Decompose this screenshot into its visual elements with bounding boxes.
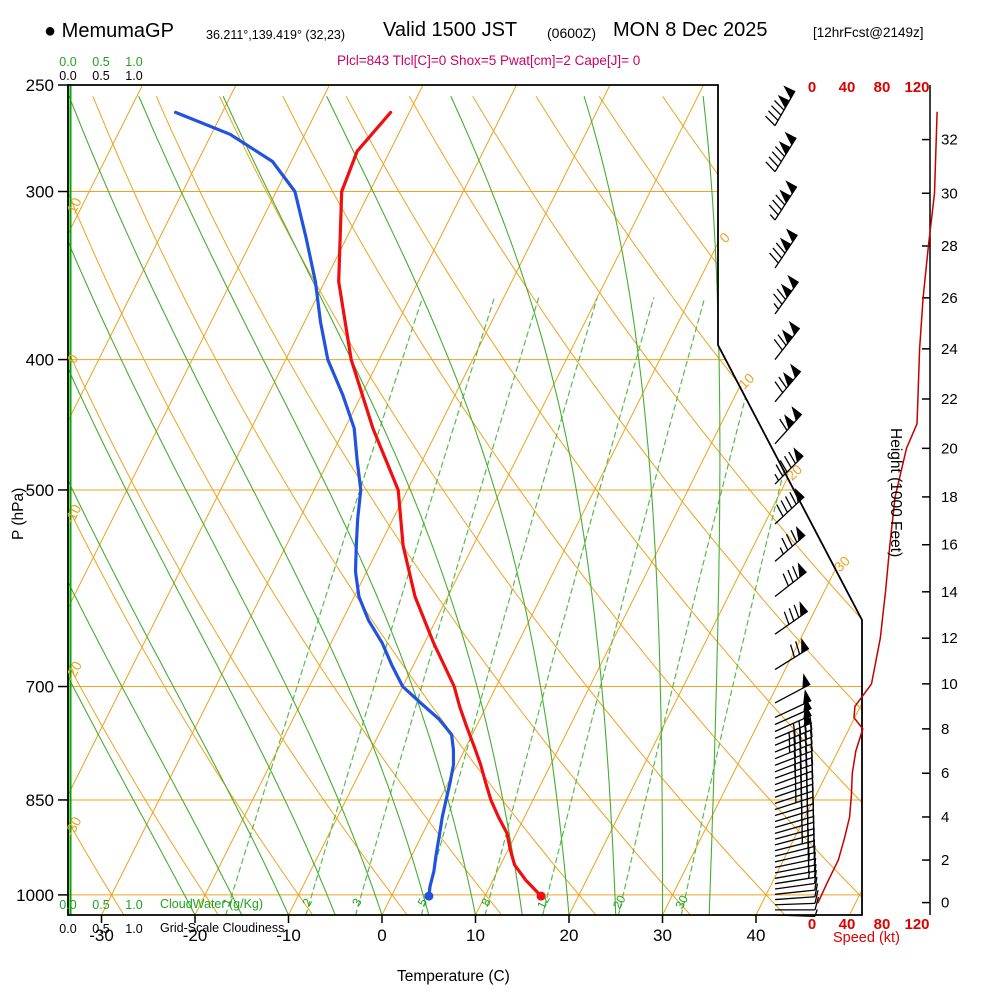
cloudiness-scale-tick: 0.5 [92, 922, 110, 936]
svg-text:-20: -20 [183, 926, 208, 945]
station-coords: 36.211°,139.419° (32,23) [206, 28, 346, 42]
surface-dewpoint-dot [424, 891, 434, 901]
plot-border [67, 84, 863, 916]
svg-text:80: 80 [874, 916, 891, 933]
svg-text:30: 30 [653, 926, 672, 945]
svg-text:2: 2 [941, 852, 949, 869]
svg-text:3: 3 [349, 896, 365, 909]
svg-text:-10: -10 [276, 926, 301, 945]
svg-text:1000: 1000 [16, 886, 54, 905]
wind-barbs [765, 85, 820, 918]
svg-text:20: 20 [560, 926, 579, 945]
valid-time: Valid 1500 JST [383, 19, 518, 41]
svg-text:-20: -20 [61, 658, 85, 684]
svg-text:2: 2 [300, 896, 316, 909]
cloudwater-scale-tick: 0.0 [59, 55, 77, 69]
station-name: MemumaGP [61, 20, 174, 42]
cloudiness-scale-tick: 1.0 [125, 922, 143, 936]
stability-params: Plcl=843 Tlcl[C]=0 Shox=5 Pwat[cm]=2 Cap… [337, 53, 641, 68]
svg-text:16: 16 [941, 537, 958, 554]
speed-axis-title: Speed (kt) [833, 930, 900, 946]
cloudwater-scale-tick: 0.0 [59, 898, 77, 912]
skewt-gridlines [68, 85, 862, 915]
svg-text:8: 8 [478, 896, 494, 909]
valid-time-z: (0600Z) [547, 25, 597, 41]
cloudwater-scale-tick: 0.5 [92, 55, 110, 69]
svg-text:14: 14 [941, 584, 958, 601]
forecast-hour: [12hrFcst@2149z] [813, 25, 924, 40]
svg-text:0: 0 [808, 79, 816, 96]
svg-text:28: 28 [941, 238, 958, 255]
svg-text:40: 40 [839, 916, 856, 933]
svg-text:18: 18 [941, 489, 958, 506]
cloudwater-legend: CloudWater (g/Kg) [160, 897, 264, 911]
svg-text:22: 22 [941, 391, 958, 408]
svg-text:30: 30 [941, 185, 958, 202]
svg-text:-10: -10 [61, 501, 85, 527]
temperature-curve [337, 110, 546, 901]
surface-temperature-dot [536, 891, 546, 901]
valid-date: MON 8 Dec 2025 [613, 19, 768, 41]
svg-text:20: 20 [941, 440, 958, 457]
mixing-ratio-labels: 1 2 3 5 8 12 20 30 [220, 893, 692, 912]
svg-text:120: 120 [904, 79, 929, 96]
svg-text:4: 4 [941, 809, 949, 826]
svg-text:24: 24 [941, 341, 958, 358]
cloudiness-scale-tick: 0.0 [59, 922, 77, 936]
cloudiness-legend: Grid-Scale Cloudiness [160, 921, 285, 935]
svg-text:120: 120 [904, 916, 929, 933]
svg-text:10: 10 [466, 926, 485, 945]
svg-text:26: 26 [941, 290, 958, 307]
svg-text:32: 32 [941, 132, 958, 149]
svg-text:0: 0 [64, 351, 82, 366]
svg-text:700: 700 [26, 678, 54, 697]
cloudiness-scale-tick: 0.0 [59, 69, 77, 83]
pressure-axis-labels: 250 300 400 500 700 850 1000 [16, 76, 68, 905]
height-axis-title: Height (1000 Feet) [887, 428, 904, 558]
svg-text:850: 850 [26, 791, 54, 810]
svg-text:40: 40 [839, 79, 856, 96]
dewpoint-curve [174, 110, 456, 901]
svg-text:80: 80 [874, 79, 891, 96]
cloudwater-scale-tick: 1.0 [125, 898, 143, 912]
svg-text:0: 0 [808, 916, 816, 933]
svg-text:6: 6 [941, 765, 949, 782]
svg-text:40: 40 [747, 926, 766, 945]
svg-text:0: 0 [377, 926, 386, 945]
speed-profile-curve [817, 111, 938, 904]
station-title: ● MemumaGP [44, 20, 174, 42]
temperature-axis-labels: -30 -20 -10 0 10 20 30 40 [89, 915, 765, 945]
svg-text:30: 30 [672, 893, 691, 912]
svg-text:400: 400 [26, 351, 54, 370]
svg-text:250: 250 [26, 76, 54, 95]
svg-text:500: 500 [26, 481, 54, 500]
svg-text:20: 20 [610, 893, 629, 912]
svg-text:10: 10 [63, 195, 85, 216]
svg-text:-30: -30 [61, 814, 85, 840]
cloudwater-scale-tick: 1.0 [125, 55, 143, 69]
svg-text:8: 8 [941, 721, 949, 738]
cloudiness-scale-tick: 0.5 [92, 69, 110, 83]
svg-text:10: 10 [941, 676, 958, 693]
svg-text:12: 12 [941, 630, 958, 647]
pressure-axis-title: P (hPa) [10, 487, 27, 540]
cloudiness-scale-tick: 1.0 [125, 69, 143, 83]
svg-text:-30: -30 [89, 926, 114, 945]
station-bullet-icon: ● [44, 20, 57, 42]
svg-text:300: 300 [26, 183, 54, 202]
dry-adiabat-labels: 10 0 -10 -20 -30 [61, 195, 85, 840]
speed-axis-labels: 0 0 40 40 80 80 120 120 [808, 79, 930, 933]
svg-text:0: 0 [941, 895, 949, 912]
temperature-axis-title: Temperature (C) [397, 968, 510, 985]
cloudwater-scale-tick: 0.5 [92, 898, 110, 912]
